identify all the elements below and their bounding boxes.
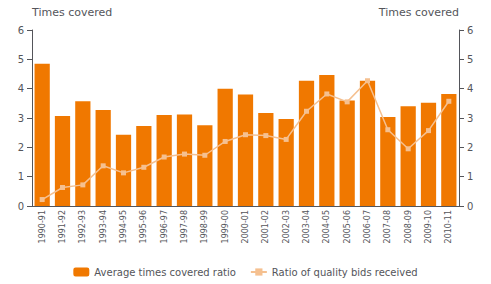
svg-text:1997-98: 1997-98 [180, 210, 189, 243]
svg-text:2004-05: 2004-05 [322, 210, 331, 243]
svg-text:1991-92: 1991-92 [58, 210, 67, 243]
svg-text:2: 2 [467, 142, 473, 153]
svg-text:4: 4 [467, 83, 473, 94]
svg-text:3: 3 [467, 113, 473, 124]
svg-text:2: 2 [18, 142, 24, 153]
svg-text:1996-97: 1996-97 [160, 210, 169, 243]
svg-text:1993-94: 1993-94 [99, 210, 108, 243]
svg-text:2008-09: 2008-09 [404, 210, 413, 243]
svg-text:6: 6 [467, 25, 473, 36]
svg-text:6: 6 [18, 25, 24, 36]
svg-text:Times covered: Times covered [378, 6, 459, 19]
svg-text:1990-91: 1990-91 [38, 210, 47, 243]
svg-text:1: 1 [18, 171, 24, 182]
svg-text:Average times covered ratio: Average times covered ratio [94, 267, 236, 278]
svg-text:Times covered: Times covered [31, 6, 112, 19]
svg-text:2002-03: 2002-03 [282, 210, 291, 243]
svg-text:2007-08: 2007-08 [383, 210, 392, 243]
svg-text:5: 5 [467, 54, 473, 65]
svg-text:2003-04: 2003-04 [302, 210, 311, 243]
svg-text:2000-01: 2000-01 [241, 210, 250, 243]
svg-text:2005-06: 2005-06 [343, 210, 352, 243]
svg-text:1994-95: 1994-95 [119, 210, 128, 243]
svg-text:2001-02: 2001-02 [261, 210, 270, 243]
svg-text:5: 5 [18, 54, 24, 65]
svg-text:1: 1 [467, 171, 473, 182]
svg-text:1998-99: 1998-99 [200, 210, 209, 243]
svg-text:0: 0 [467, 201, 473, 212]
svg-text:0: 0 [18, 201, 24, 212]
svg-text:2010-11: 2010-11 [444, 210, 453, 243]
svg-text:1999-00: 1999-00 [221, 210, 230, 243]
svg-text:4: 4 [18, 83, 24, 94]
svg-text:1992-93: 1992-93 [78, 210, 87, 243]
svg-text:3: 3 [18, 113, 24, 124]
svg-text:2006-07: 2006-07 [363, 210, 372, 243]
svg-text:2009-10: 2009-10 [424, 210, 433, 243]
svg-text:1995-96: 1995-96 [139, 210, 148, 243]
svg-text:Ratio of quality bids received: Ratio of quality bids received [272, 267, 418, 278]
